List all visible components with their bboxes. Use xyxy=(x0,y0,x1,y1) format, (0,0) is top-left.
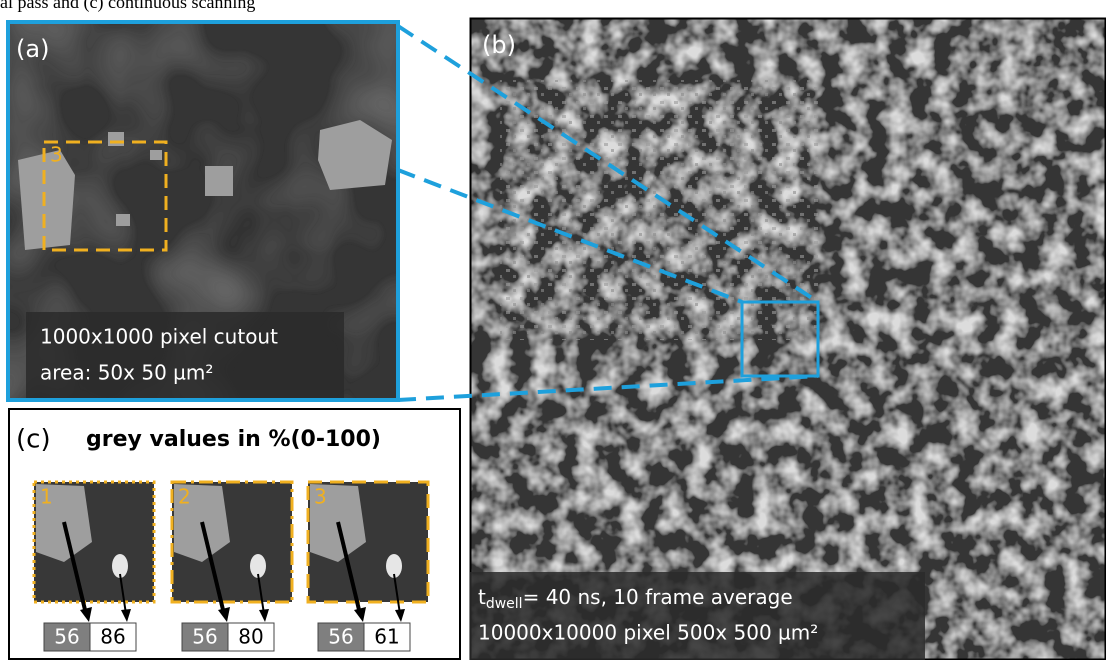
grey-value: 56 xyxy=(54,625,79,649)
figure: al pass and (c) continuous scanning (b) … xyxy=(0,0,1106,660)
grey-value: 56 xyxy=(192,625,217,649)
panel-title: grey values in %(0-100) xyxy=(86,427,381,452)
grey-value: 56 xyxy=(328,625,353,649)
subscript: dwell xyxy=(486,596,523,612)
thumbnail-label: 1 xyxy=(40,485,53,509)
caption-fragment: al pass and (c) continuous scanning xyxy=(0,0,255,13)
symbol: t xyxy=(478,585,486,609)
thumbnail-label: 2 xyxy=(178,485,191,509)
page: al pass and (c) continuous scanning (b) … xyxy=(0,0,1106,660)
info-text: area: 50x 50 µm² xyxy=(40,361,213,385)
line1: = 40 ns, 10 frame average xyxy=(523,585,793,609)
samples: 1 56 86 2 56 80 3 56 61 xyxy=(34,482,428,651)
region-label: 3 xyxy=(50,143,63,167)
grey-value: 61 xyxy=(374,625,399,649)
thumbnail-label: 3 xyxy=(314,485,327,509)
grey-value: 80 xyxy=(238,625,263,649)
info-text: 10000x10000 pixel 500x 500 µm² xyxy=(478,621,818,645)
panel-label: (b) xyxy=(482,31,516,59)
panel-label: (c) xyxy=(16,425,51,455)
grey-value: 86 xyxy=(100,625,125,649)
info-text: tdwell= 40 ns, 10 frame average xyxy=(478,585,793,613)
panel-label: (a) xyxy=(16,35,49,63)
info-text: 1000x1000 pixel cutout xyxy=(40,325,278,349)
